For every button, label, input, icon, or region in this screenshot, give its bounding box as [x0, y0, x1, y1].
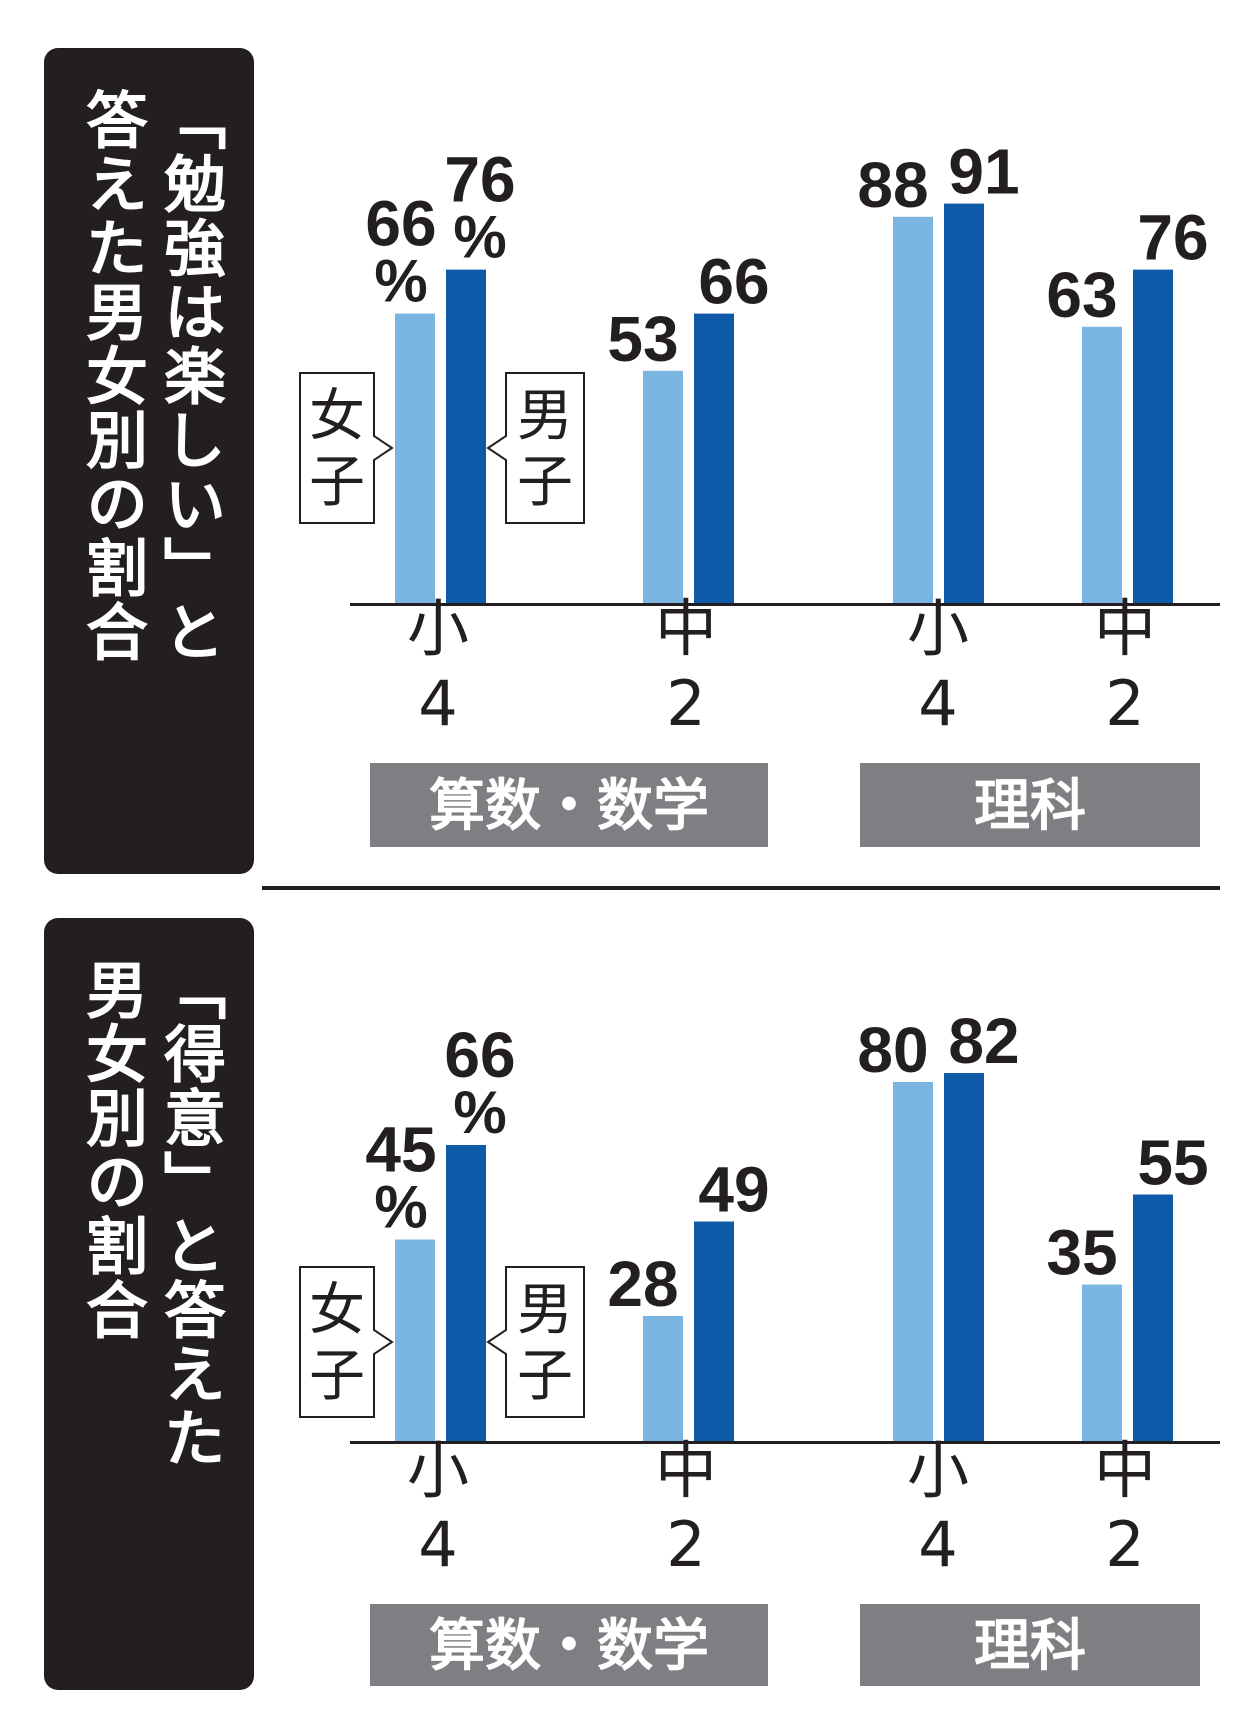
tick-label: 小 [407, 1434, 469, 1507]
bar-girls [893, 1082, 933, 1442]
data-label: 45 [365, 1114, 436, 1186]
bar-girls [643, 1316, 683, 1442]
tick-label: 2 [1105, 1508, 1144, 1581]
subject-label: 理科 [974, 774, 1086, 839]
data-label-unit: % [453, 204, 506, 271]
subject-label: 理科 [974, 1614, 1086, 1679]
subject-band [370, 1604, 768, 1686]
bar-girls [395, 313, 435, 604]
legend-girls-char-2: 子 [309, 450, 365, 515]
subject-band [370, 763, 768, 847]
data-label-unit: % [374, 1174, 427, 1241]
data-label: 82 [948, 1005, 1019, 1077]
bar-boys [694, 1221, 734, 1442]
data-label: 66 [698, 246, 769, 318]
x-axis-baseline [350, 1441, 1220, 1444]
tick-label: 4 [418, 1508, 457, 1581]
subject-band [860, 763, 1200, 847]
bar-girls [1082, 326, 1122, 604]
legend-girls-char-2: 子 [309, 1344, 365, 1409]
bar-boys [446, 269, 486, 604]
chart-title-line-1: 「勉強は楽しい」と [153, 88, 226, 664]
bar-girls [643, 370, 683, 604]
data-label-unit: % [453, 1079, 506, 1146]
bar-girls [1082, 1284, 1122, 1442]
tick-label: 小 [907, 1434, 969, 1507]
tick-label: 2 [666, 1508, 705, 1581]
tick-label: 4 [418, 667, 457, 740]
bar-boys [944, 1073, 984, 1442]
legend-callout-girls [299, 1266, 394, 1418]
chart-title-line-1: 「得意」と答えた [153, 958, 226, 1470]
title-panel-2: 「得意」と答えた 男女別の割合 [44, 918, 254, 1690]
tick-label: 中 [655, 1434, 717, 1507]
tick-label: 2 [666, 667, 705, 740]
legend-callout-girls [299, 372, 394, 524]
tick-label: 中 [1094, 592, 1156, 665]
data-label: 53 [607, 303, 678, 375]
legend-girls-char-1: 女 [309, 1278, 365, 1343]
tick-label: 中 [655, 592, 717, 665]
chart-title-line-2: 答えた男女別の割合 [75, 88, 148, 664]
tick-label: 4 [918, 1508, 957, 1581]
data-label: 66 [444, 1019, 515, 1091]
tick-label: 中 [1094, 1434, 1156, 1507]
bar-boys [694, 313, 734, 604]
legend-boys-char-2: 子 [517, 1344, 573, 1409]
bar-girls [893, 216, 933, 605]
subject-label: 算数・数学 [429, 774, 709, 839]
bar-boys [944, 203, 984, 604]
subject-label: 算数・数学 [429, 1614, 709, 1679]
data-label: 76 [1137, 202, 1208, 274]
data-label: 35 [1046, 1217, 1117, 1289]
data-label: 91 [948, 136, 1019, 208]
chart-title-line-2: 男女別の割合 [75, 958, 148, 1342]
subject-band [860, 1604, 1200, 1686]
x-axis-baseline [350, 603, 1220, 606]
panel-divider [262, 886, 1220, 890]
legend-boys-char-2: 子 [517, 450, 573, 515]
data-label: 63 [1046, 259, 1117, 331]
data-label: 49 [698, 1154, 769, 1226]
data-label: 55 [1137, 1127, 1208, 1199]
bar-boys [1133, 1194, 1173, 1442]
data-label: 80 [857, 1014, 928, 1086]
tick-label: 小 [407, 592, 469, 665]
data-label: 28 [607, 1248, 678, 1320]
tick-label: 小 [907, 592, 969, 665]
tick-label: 4 [918, 667, 957, 740]
legend-boys-char-1: 男 [517, 384, 573, 449]
bar-boys [446, 1145, 486, 1442]
data-label-unit: % [374, 248, 427, 315]
bar-girls [395, 1239, 435, 1442]
legend-callout-boys [486, 372, 585, 524]
legend-callout-boys [486, 1266, 585, 1418]
data-label: 76 [444, 144, 515, 216]
bar-boys [1133, 269, 1173, 604]
data-label: 66 [365, 188, 436, 260]
title-panel-1: 「勉強は楽しい」と 答えた男女別の割合 [44, 48, 254, 874]
data-label: 88 [857, 149, 928, 221]
tick-label: 2 [1105, 667, 1144, 740]
legend-girls-char-1: 女 [309, 384, 365, 449]
legend-boys-char-1: 男 [517, 1278, 573, 1343]
